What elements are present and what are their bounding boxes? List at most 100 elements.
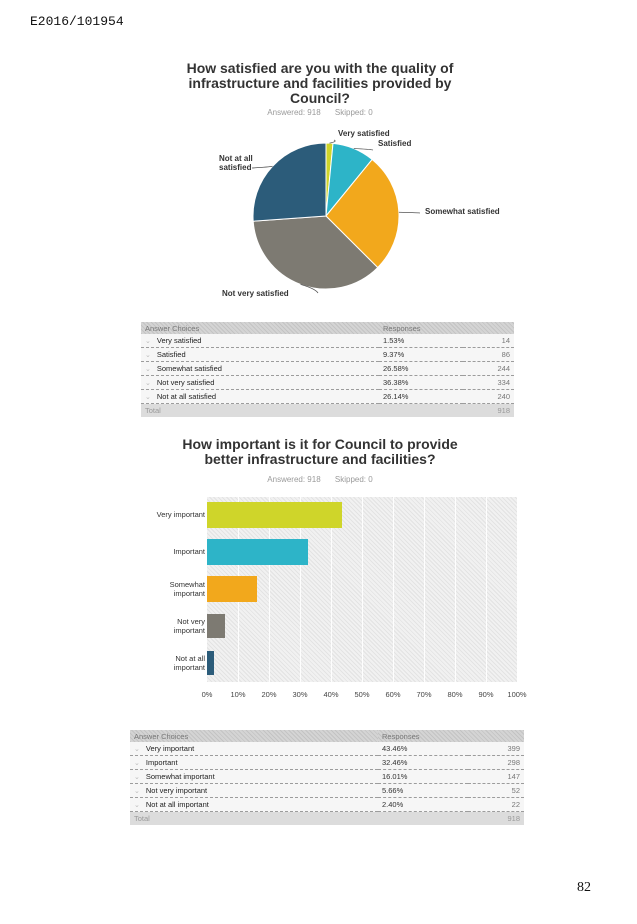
answer-choice-label: Not at all satisfied bbox=[156, 392, 217, 401]
bar-category-line: Not very bbox=[177, 616, 205, 626]
q2-title-line: better infrastructure and facilities? bbox=[204, 451, 436, 467]
x-tick-label: 10% bbox=[230, 690, 246, 699]
bar-category-label: Important bbox=[115, 547, 205, 556]
x-tick-label: 50% bbox=[354, 690, 370, 699]
q2-response-meta: Answered: 918 Skipped: 0 bbox=[150, 475, 490, 484]
x-tick-label: 70% bbox=[416, 690, 432, 699]
q1-response-table: Answer Choices Responses ⌄ Very satisfied… bbox=[141, 322, 514, 417]
chevron-down-icon[interactable]: ⌄ bbox=[145, 352, 151, 359]
chevron-down-icon[interactable]: ⌄ bbox=[134, 788, 140, 795]
q1-title-line: Council? bbox=[290, 90, 350, 106]
bar bbox=[207, 650, 215, 675]
bar-category-line: Somewhat bbox=[169, 579, 205, 589]
table-total-row: Total 918 bbox=[141, 403, 514, 417]
gridline bbox=[269, 497, 270, 682]
total-label: Total bbox=[141, 403, 379, 417]
total-count: 918 bbox=[468, 811, 524, 825]
table-row: ⌄ Important 32.46% 298 bbox=[130, 755, 524, 770]
answer-choice-label: Somewhat satisfied bbox=[156, 364, 222, 373]
answer-choice-cell: ⌄ Not at all satisfied bbox=[141, 389, 379, 404]
pie-leader-line bbox=[251, 165, 273, 169]
table-row: ⌄ Very satisfied 1.53% 14 bbox=[141, 334, 514, 348]
response-percent: 32.46% bbox=[378, 755, 469, 770]
answer-choice-cell: ⌄ Important bbox=[130, 755, 378, 770]
response-percent: 26.58% bbox=[379, 361, 463, 376]
response-count: 298 bbox=[468, 755, 524, 770]
table-row: ⌄ Not at all satisfied 26.14% 240 bbox=[141, 389, 514, 404]
answer-choice-cell: ⌄ Not very satisfied bbox=[141, 375, 379, 390]
bar-category-line: important bbox=[173, 662, 205, 672]
response-count: 22 bbox=[468, 797, 524, 812]
pie-leader-line bbox=[300, 284, 319, 294]
response-percent: 16.01% bbox=[378, 769, 469, 784]
chevron-down-icon[interactable]: ⌄ bbox=[134, 774, 140, 781]
response-count: 147 bbox=[468, 769, 524, 784]
q1-skipped: Skipped: 0 bbox=[334, 108, 373, 117]
gridline bbox=[331, 497, 332, 682]
q1-title-line: infrastructure and facilities provided b… bbox=[188, 75, 452, 91]
response-count: 240 bbox=[462, 389, 514, 404]
q2-response-table: Answer Choices Responses ⌄ Very important… bbox=[130, 730, 524, 825]
table-header-row: Answer Choices Responses bbox=[130, 730, 524, 742]
bar-category-label: Very important bbox=[115, 510, 205, 519]
answer-choice-label: Not at all important bbox=[145, 800, 209, 809]
chevron-down-icon[interactable]: ⌄ bbox=[145, 366, 151, 373]
table-row: ⌄ Satisfied 9.37% 86 bbox=[141, 347, 514, 362]
header-answer-choices: Answer Choices bbox=[141, 322, 379, 334]
x-tick-label: 20% bbox=[261, 690, 277, 699]
q2-answered: Answered: 918 bbox=[267, 475, 321, 484]
answer-choice-label: Satisfied bbox=[156, 350, 186, 359]
answer-choice-label: Not very satisfied bbox=[156, 378, 215, 387]
table-total-row: Total 918 bbox=[130, 811, 524, 825]
header-responses: Responses bbox=[379, 322, 514, 334]
bar-category-label: Somewhat important bbox=[115, 580, 205, 598]
answer-choice-cell: ⌄ Somewhat satisfied bbox=[141, 361, 379, 376]
bar-category-label: Not at all important bbox=[115, 654, 205, 672]
response-count: 399 bbox=[468, 742, 524, 756]
pie-slice bbox=[252, 215, 379, 290]
response-percent: 9.37% bbox=[379, 347, 463, 362]
bar bbox=[207, 613, 225, 638]
table-row: ⌄ Not at all important 2.40% 22 bbox=[130, 797, 524, 812]
response-count: 244 bbox=[462, 361, 514, 376]
chevron-down-icon[interactable]: ⌄ bbox=[145, 338, 151, 345]
chevron-down-icon[interactable]: ⌄ bbox=[134, 760, 140, 767]
table-row: ⌄ Very important 43.46% 399 bbox=[130, 742, 524, 756]
pie-leader-line bbox=[398, 211, 421, 214]
x-tick-label: 60% bbox=[385, 690, 401, 699]
answer-choice-label: Very satisfied bbox=[156, 336, 202, 345]
bar-category-label: Not very important bbox=[115, 617, 205, 635]
x-tick-label: 0% bbox=[201, 690, 213, 699]
pie-slice-label: Very satisfied bbox=[338, 129, 390, 138]
pie-slice-label: Satisfied bbox=[378, 139, 411, 148]
gridline bbox=[300, 497, 301, 682]
gridline bbox=[424, 497, 425, 682]
document-reference: E2016/101954 bbox=[30, 14, 124, 29]
chevron-down-icon[interactable]: ⌄ bbox=[134, 802, 140, 809]
gridline bbox=[517, 497, 518, 682]
chevron-down-icon[interactable]: ⌄ bbox=[134, 746, 140, 753]
answer-choice-cell: ⌄ Not very important bbox=[130, 783, 378, 798]
q1-response-meta: Answered: 918 Skipped: 0 bbox=[150, 108, 490, 117]
bar-category-line: important bbox=[173, 588, 205, 598]
bar-category-line: Important bbox=[173, 547, 205, 556]
chevron-down-icon[interactable]: ⌄ bbox=[145, 394, 151, 401]
response-count: 334 bbox=[462, 375, 514, 390]
chevron-down-icon[interactable]: ⌄ bbox=[145, 380, 151, 387]
q2-title: How important is it for Council to provi… bbox=[150, 437, 490, 467]
table-row: ⌄ Somewhat satisfied 26.58% 244 bbox=[141, 361, 514, 376]
gridline bbox=[486, 497, 487, 682]
total-spacer bbox=[378, 811, 469, 825]
x-tick-label: 90% bbox=[478, 690, 494, 699]
response-percent: 1.53% bbox=[379, 334, 463, 348]
pie-leader-line bbox=[329, 139, 336, 144]
importance-bar-chart bbox=[207, 497, 518, 682]
q2-title-line: How important is it for Council to provi… bbox=[182, 436, 458, 452]
total-count: 918 bbox=[462, 403, 514, 417]
x-tick-label: 80% bbox=[447, 690, 463, 699]
bar bbox=[207, 575, 257, 602]
response-count: 86 bbox=[462, 347, 514, 362]
table-row: ⌄ Not very satisfied 36.38% 334 bbox=[141, 375, 514, 390]
answer-choice-cell: ⌄ Very satisfied bbox=[141, 334, 379, 348]
